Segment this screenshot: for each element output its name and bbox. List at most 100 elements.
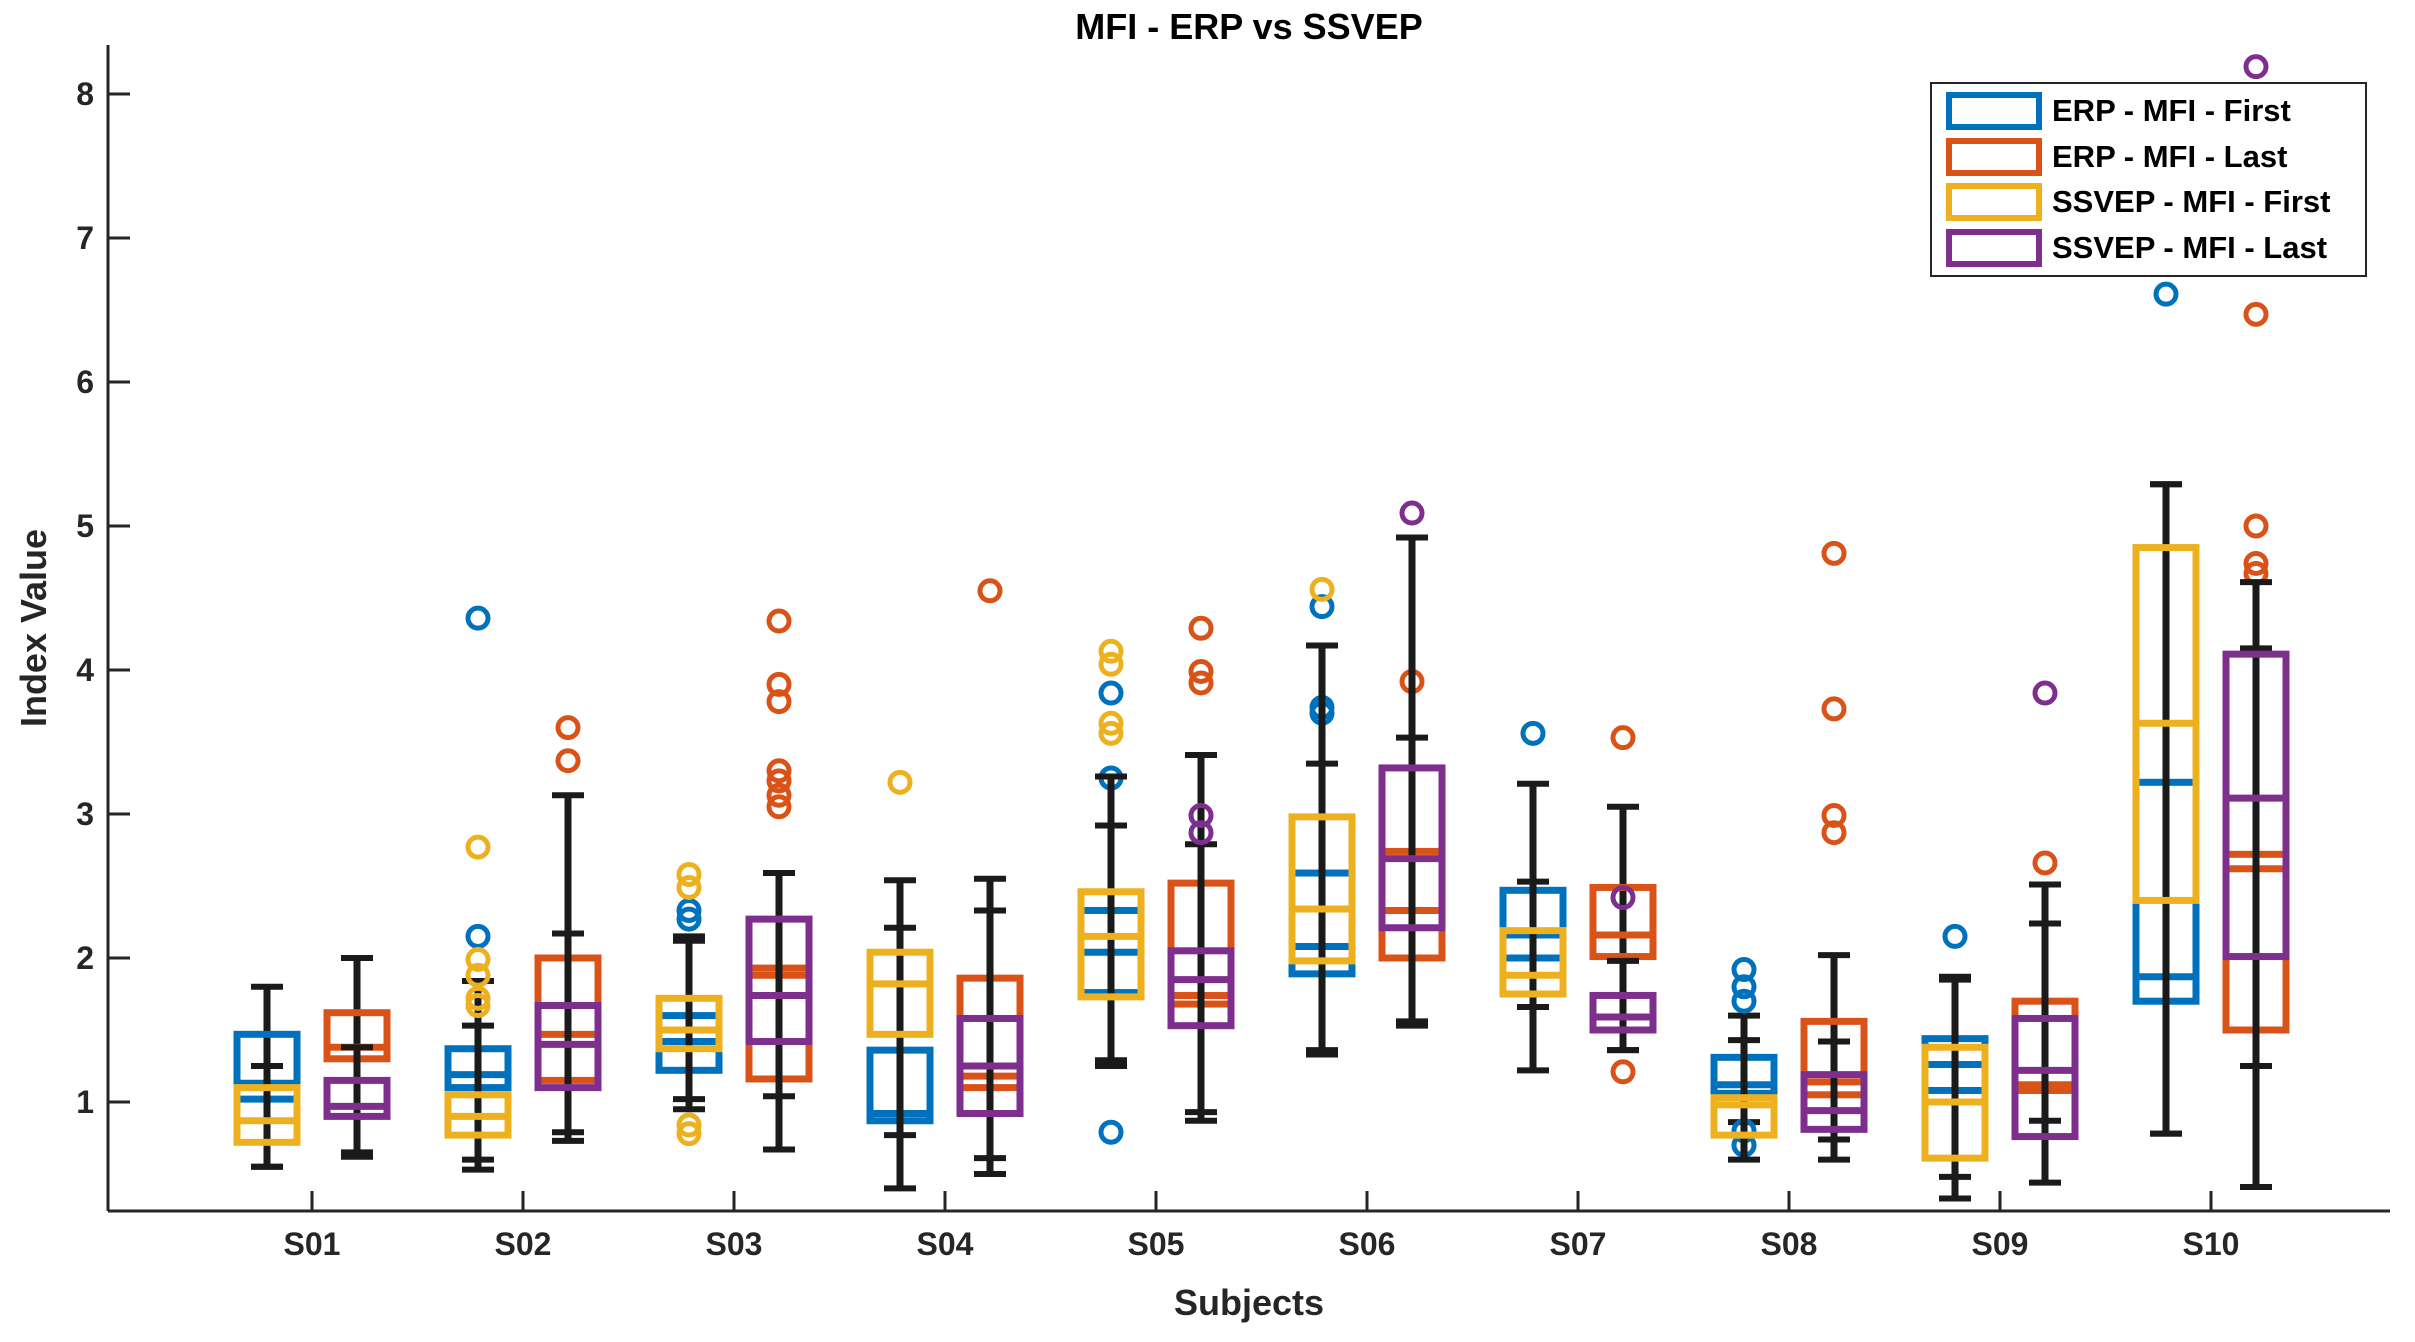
y-axis-label: Index Value [13,528,54,728]
box [1378,764,1446,932]
y-tick-label: 4 [76,652,94,688]
x-axis-label: Subjects [1173,1282,1325,1323]
boxplot-S03-series3 [745,870,813,1153]
boxplot-S02-series3 [534,930,602,1144]
outlier-point [2243,54,2269,80]
legend-label-ssvep-first: SSVEP - MFI - First [2052,184,2331,220]
outlier-point [676,906,702,932]
boxplot-S10-series3 [2222,54,2290,1190]
outlier-point [1098,680,1124,706]
outlier-point [676,1121,702,1147]
outlier-point [1399,500,1425,526]
outlier-point [1610,725,1636,751]
outlier-point [676,874,702,900]
outlier-point [676,897,702,923]
outlier-point [766,782,792,808]
legend-item-erp-last: ERP - MFI - Last [1932,135,2365,179]
outlier-point [2032,680,2058,706]
box [1167,947,1235,1030]
outlier-point [1188,615,1214,641]
y-tick-label: 1 [76,1084,94,1120]
box [1499,927,1567,998]
outlier-point [676,1112,702,1138]
outlier-point [465,605,491,631]
outlier-point [465,985,491,1011]
outlier-point [766,758,792,784]
outlier-point [766,689,792,715]
box [1288,813,1356,965]
outlier-point [465,946,491,972]
legend-label-ssvep-last: SSVEP - MFI - Last [2052,229,2328,265]
outlier-point [1309,594,1335,620]
legend: ERP - MFI - First ERP - MFI - Last SSVEP… [1930,82,2367,277]
outlier-point [977,578,1003,604]
legend-item-erp-first: ERP - MFI - First [1932,89,2365,133]
y-tick-label: 7 [76,220,94,256]
legend-swatch-erp-first [1946,92,2042,131]
x-tick-label: S01 [284,1226,341,1262]
box [1077,888,1145,1001]
box [1589,991,1657,1034]
outlier-point [465,923,491,949]
y-tick-label: 6 [76,364,94,400]
outlier-point [1309,576,1335,602]
y-tick-label: 5 [76,508,94,544]
x-tick-label: S06 [1339,1226,1396,1262]
outlier-point [465,962,491,988]
outlier-point [1610,885,1636,911]
boxplot-S06-series2 [1288,576,1356,1058]
outlier-point [2243,550,2269,576]
outlier-point [1098,651,1124,677]
boxplot-S01-series2 [233,1063,301,1170]
outlier-point [1610,1059,1636,1085]
legend-swatch-ssvep-last [1946,228,2042,267]
outlier-point [2243,301,2269,327]
box [2011,1014,2079,1141]
x-tick-label: S03 [706,1226,763,1262]
outlier-point [1188,658,1214,684]
chart-title: MFI - ERP vs SSVEP [1075,6,1423,47]
outlier-point [1098,1119,1124,1145]
outlier-point [1821,802,1847,828]
legend-label-erp-first: ERP - MFI - First [2052,93,2291,129]
x-tick-label: S10 [2183,1226,2240,1262]
outlier-point [2153,281,2179,307]
outlier-point [1098,720,1124,746]
boxplot-S07-series3 [1589,885,1657,1054]
box [866,948,934,1038]
outlier-point [1821,696,1847,722]
outlier-point [766,768,792,794]
outlier-point [1188,820,1214,846]
x-tick-label: S08 [1761,1226,1818,1262]
y-tick-label: 8 [76,76,94,112]
outlier-point [1731,988,1757,1014]
box [2222,650,2290,961]
outlier-point [887,769,913,795]
x-tick-label: S02 [495,1226,552,1262]
box [233,1084,301,1146]
outlier-point [1942,923,1968,949]
outlier-point [766,671,792,697]
outlier-point [2032,850,2058,876]
y-tick-label: 2 [76,940,94,976]
box [745,915,813,1046]
box [655,994,723,1053]
boxplot-S10-series2 [2132,481,2200,1137]
outlier-point [676,861,702,887]
boxplot-S08-series3 [1800,1038,1868,1163]
box [1800,1071,1868,1133]
box [323,1076,391,1120]
boxplot-S01-series3 [323,1044,391,1156]
legend-item-ssvep-first: SSVEP - MFI - First [1932,180,2365,224]
outlier-point [555,748,581,774]
x-tick-label: S07 [1550,1226,1607,1262]
outlier-point [2243,513,2269,539]
boxplot-S06-series3 [1378,500,1446,1025]
legend-swatch-erp-last [1946,137,2042,176]
box [1710,1094,1778,1139]
x-tick-label: S04 [917,1226,974,1262]
boxplot-S04-series2 [866,769,934,1139]
outlier-point [766,794,792,820]
